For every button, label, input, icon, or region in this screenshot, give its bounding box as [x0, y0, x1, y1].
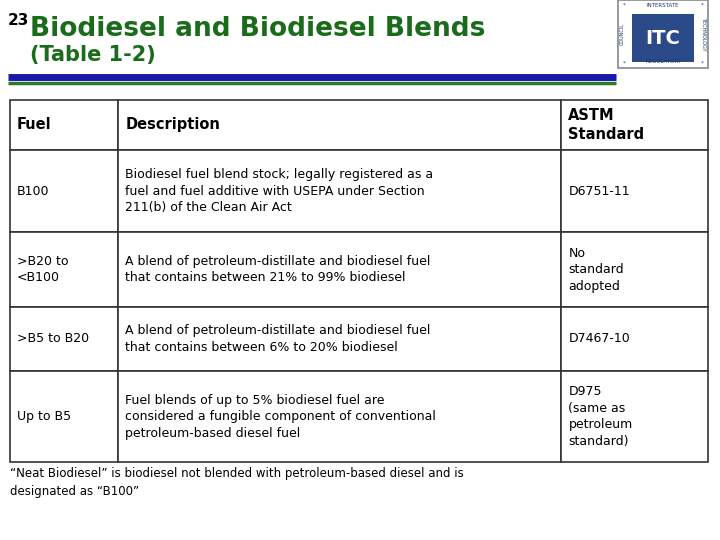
Text: ITC: ITC [646, 29, 680, 48]
Text: (Table 1-2): (Table 1-2) [30, 45, 156, 65]
Bar [118, 233, 562, 307]
Bar [562, 100, 708, 150]
Text: Biodiesel fuel blend stock; legally registered as a
fuel and fuel additive with : Biodiesel fuel blend stock; legally regi… [125, 168, 433, 214]
Bar [118, 307, 562, 371]
Bar [118, 100, 562, 150]
Text: >B5 to B20: >B5 to B20 [17, 333, 89, 346]
Text: B100: B100 [17, 185, 50, 198]
Text: Description: Description [125, 118, 220, 132]
Text: ASTM
Standard: ASTM Standard [568, 108, 644, 142]
Bar [632, 14, 694, 62]
Text: 23: 23 [8, 13, 30, 28]
Bar [10, 233, 118, 307]
Bar [562, 233, 708, 307]
Bar [562, 307, 708, 371]
Text: D975
(same as
petroleum
standard): D975 (same as petroleum standard) [568, 386, 633, 448]
Text: D7467-10: D7467-10 [568, 333, 630, 346]
Text: TECHNOLOGY: TECHNOLOGY [701, 17, 706, 51]
Text: *: * [701, 60, 703, 65]
Bar [562, 371, 708, 462]
Text: A blend of petroleum-distillate and biodiesel fuel
that contains between 6% to 2: A blend of petroleum-distillate and biod… [125, 324, 431, 354]
Bar [10, 150, 118, 233]
Text: COUNCIL: COUNCIL [619, 23, 624, 45]
Text: A blend of petroleum-distillate and biodiesel fuel
that contains between 21% to : A blend of petroleum-distillate and biod… [125, 255, 431, 285]
Text: Fuel: Fuel [17, 118, 52, 132]
Text: INTERSTATE: INTERSTATE [647, 3, 679, 8]
Bar [10, 371, 118, 462]
Bar [562, 150, 708, 233]
Text: Up to B5: Up to B5 [17, 410, 71, 423]
Text: D6751-11: D6751-11 [568, 185, 630, 198]
Bar [10, 100, 118, 150]
Bar [10, 307, 118, 371]
Text: *: * [623, 3, 626, 8]
Text: Fuel blends of up to 5% biodiesel fuel are
considered a fungible component of co: Fuel blends of up to 5% biodiesel fuel a… [125, 394, 436, 440]
Text: REGULATORY: REGULATORY [645, 59, 681, 64]
Text: No
standard
adopted: No standard adopted [568, 247, 624, 293]
Text: >B20 to
<B100: >B20 to <B100 [17, 255, 68, 285]
Bar [118, 150, 562, 233]
Text: Biodiesel and Biodiesel Blends: Biodiesel and Biodiesel Blends [30, 16, 485, 42]
Bar [618, 0, 708, 68]
Text: *: * [623, 60, 626, 65]
Text: “Neat Biodiesel” is biodiesel not blended with petroleum-based diesel and is
des: “Neat Biodiesel” is biodiesel not blende… [10, 467, 464, 498]
Bar [118, 371, 562, 462]
Text: *: * [701, 3, 703, 8]
